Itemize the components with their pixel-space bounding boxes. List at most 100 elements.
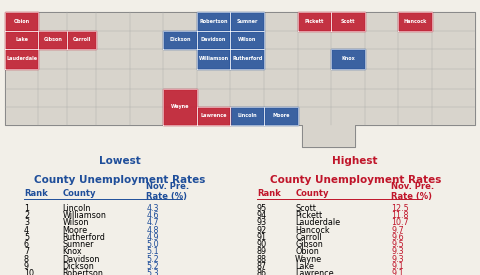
Polygon shape <box>230 107 264 125</box>
Polygon shape <box>230 31 264 49</box>
Text: Wilson: Wilson <box>62 218 89 227</box>
Text: Knox: Knox <box>62 247 82 256</box>
Text: Lawrence: Lawrence <box>200 114 227 119</box>
Polygon shape <box>5 49 38 69</box>
Text: Dickson: Dickson <box>169 37 191 42</box>
Polygon shape <box>67 31 96 49</box>
Text: 10.7: 10.7 <box>391 218 409 227</box>
Text: 5.2: 5.2 <box>146 262 159 271</box>
Polygon shape <box>5 12 475 147</box>
Text: Robertson: Robertson <box>62 269 103 275</box>
Text: Pickett: Pickett <box>295 211 323 220</box>
Text: Sumner: Sumner <box>237 19 258 24</box>
Text: Hancock: Hancock <box>404 19 427 24</box>
Text: Rank: Rank <box>24 189 48 198</box>
Text: 4.3: 4.3 <box>146 204 159 213</box>
Text: Rank: Rank <box>257 189 280 198</box>
Text: 5.2: 5.2 <box>146 255 159 263</box>
Text: County: County <box>295 189 329 198</box>
Text: Nov. Pre.: Nov. Pre. <box>391 182 434 191</box>
Text: 9.7: 9.7 <box>391 226 404 235</box>
Text: Davidson: Davidson <box>62 255 100 263</box>
Text: 1: 1 <box>24 204 29 213</box>
Text: 3: 3 <box>24 218 29 227</box>
Polygon shape <box>197 49 230 69</box>
Text: Dickson: Dickson <box>62 262 94 271</box>
Text: Rutherford: Rutherford <box>232 56 263 61</box>
Text: 9: 9 <box>24 262 29 271</box>
Text: 9.3: 9.3 <box>391 255 404 263</box>
Text: Lowest: Lowest <box>99 156 141 166</box>
Polygon shape <box>398 12 432 31</box>
Polygon shape <box>331 49 365 69</box>
Polygon shape <box>163 89 197 125</box>
Text: Carroll: Carroll <box>295 233 322 242</box>
Text: Scott: Scott <box>341 19 355 24</box>
Text: 5.1: 5.1 <box>146 247 159 256</box>
Text: Lincoln: Lincoln <box>62 204 91 213</box>
Text: Robertson: Robertson <box>199 19 228 24</box>
Text: Highest: Highest <box>333 156 378 166</box>
Text: County: County <box>62 189 96 198</box>
Text: Gibson: Gibson <box>295 240 323 249</box>
Text: Moore: Moore <box>272 114 289 119</box>
Polygon shape <box>197 31 230 49</box>
Text: 4: 4 <box>24 226 29 235</box>
Polygon shape <box>197 107 230 125</box>
Text: Knox: Knox <box>341 56 355 61</box>
Polygon shape <box>230 12 264 31</box>
Text: 4.7: 4.7 <box>146 218 159 227</box>
Text: Lake: Lake <box>15 37 28 42</box>
Text: 87: 87 <box>257 262 267 271</box>
Text: Nov. Pre.: Nov. Pre. <box>146 182 190 191</box>
Text: 90: 90 <box>257 240 267 249</box>
Text: 9.1: 9.1 <box>391 269 404 275</box>
Text: Lake: Lake <box>295 262 314 271</box>
Text: Sumner: Sumner <box>62 240 94 249</box>
Text: Lauderdale: Lauderdale <box>295 218 340 227</box>
Text: 8: 8 <box>24 255 29 263</box>
Text: Rutherford: Rutherford <box>62 233 105 242</box>
Text: 5: 5 <box>24 233 29 242</box>
Text: Lawrence: Lawrence <box>295 269 334 275</box>
Text: Moore: Moore <box>62 226 87 235</box>
Polygon shape <box>197 12 230 31</box>
Text: 2: 2 <box>24 211 29 220</box>
Text: 9.6: 9.6 <box>391 233 404 242</box>
Text: Rate (%): Rate (%) <box>391 192 432 201</box>
Polygon shape <box>264 107 298 125</box>
Polygon shape <box>331 12 365 31</box>
Text: 10: 10 <box>24 269 34 275</box>
Text: 4.8: 4.8 <box>146 226 159 235</box>
Polygon shape <box>298 12 331 31</box>
Text: 12.5: 12.5 <box>391 204 409 213</box>
Text: 91: 91 <box>257 233 267 242</box>
Text: 92: 92 <box>257 226 267 235</box>
Text: 4.9: 4.9 <box>146 233 159 242</box>
Text: Hancock: Hancock <box>295 226 330 235</box>
Text: 11.8: 11.8 <box>391 211 408 220</box>
Text: 93: 93 <box>257 218 267 227</box>
Polygon shape <box>5 31 38 49</box>
Text: Wayne: Wayne <box>171 104 189 109</box>
Polygon shape <box>5 12 38 31</box>
Text: Pickett: Pickett <box>305 19 324 24</box>
Text: 88: 88 <box>257 255 267 263</box>
Polygon shape <box>163 31 197 49</box>
Text: Davidson: Davidson <box>201 37 226 42</box>
Text: Carroll: Carroll <box>72 37 91 42</box>
Text: Gibson: Gibson <box>43 37 62 42</box>
Text: Williamson: Williamson <box>62 211 106 220</box>
Text: Lincoln: Lincoln <box>238 114 257 119</box>
Text: 9.3: 9.3 <box>391 247 404 256</box>
Text: Wayne: Wayne <box>295 255 323 263</box>
Text: 5.0: 5.0 <box>146 240 159 249</box>
Text: Lauderdale: Lauderdale <box>6 56 37 61</box>
Text: 9.1: 9.1 <box>391 262 404 271</box>
Text: 4.6: 4.6 <box>146 211 159 220</box>
Polygon shape <box>38 31 67 49</box>
Text: Obion: Obion <box>13 19 30 24</box>
Text: 89: 89 <box>257 247 267 256</box>
Text: 5.3: 5.3 <box>146 269 159 275</box>
Text: Rate (%): Rate (%) <box>146 192 187 201</box>
